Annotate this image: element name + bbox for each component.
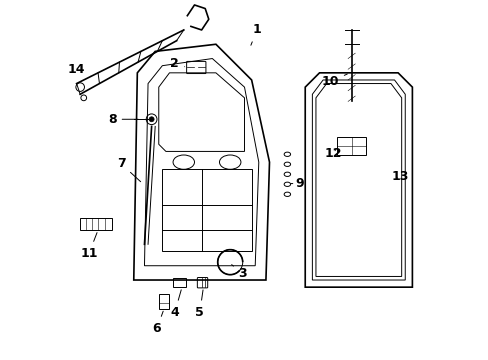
Text: 3: 3 <box>231 265 246 280</box>
Text: 6: 6 <box>152 311 163 335</box>
Text: 1: 1 <box>250 23 261 45</box>
Text: 10: 10 <box>321 74 346 88</box>
Bar <box>337 137 365 155</box>
Bar <box>159 294 169 309</box>
Text: 9: 9 <box>290 177 304 190</box>
Text: 5: 5 <box>195 290 204 319</box>
Text: 11: 11 <box>80 233 98 260</box>
Text: 7: 7 <box>117 157 141 182</box>
Text: 8: 8 <box>108 113 138 126</box>
Text: 2: 2 <box>170 57 184 71</box>
Circle shape <box>149 117 154 122</box>
Bar <box>80 217 112 230</box>
Text: 4: 4 <box>170 290 181 319</box>
Text: 14: 14 <box>68 63 91 76</box>
Text: 13: 13 <box>390 170 408 183</box>
Bar <box>173 278 185 287</box>
Text: 12: 12 <box>325 147 342 160</box>
